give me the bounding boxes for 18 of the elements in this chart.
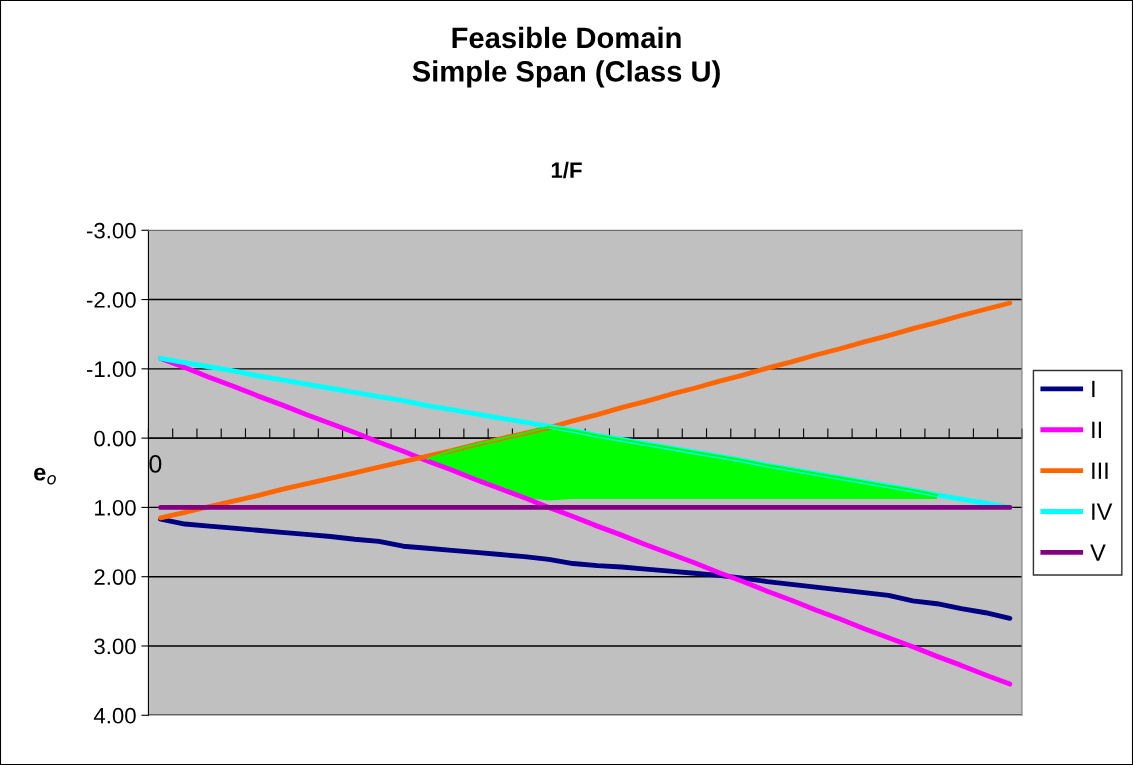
legend-label: III bbox=[1092, 462, 1108, 479]
y-tick-label: 3.00 bbox=[94, 638, 136, 655]
y-tick-label: -2.00 bbox=[86, 292, 136, 308]
legend-label: IV bbox=[1092, 503, 1113, 520]
legend-label: I bbox=[1092, 380, 1095, 398]
y-tick-label: 0.00 bbox=[94, 430, 136, 447]
y-tick-label: 2.00 bbox=[94, 569, 136, 585]
legend-label: V bbox=[1090, 544, 1106, 561]
y-tick-label: -1.00 bbox=[86, 361, 136, 378]
x-axis-title: 1/F bbox=[551, 161, 582, 179]
y-tick-label: -3.00 bbox=[86, 222, 136, 239]
y-tick-label: 4.00 bbox=[93, 707, 136, 724]
line-series bbox=[158, 516, 1013, 621]
y-axis-title: e$_{o}$ bbox=[34, 467, 56, 485]
annotation: 0 bbox=[149, 454, 162, 473]
legend-label: II bbox=[1092, 421, 1102, 438]
chart-title: Feasible Domain Simple Span (Class U) bbox=[412, 26, 720, 88]
y-tick-label: 1.00 bbox=[95, 499, 136, 516]
